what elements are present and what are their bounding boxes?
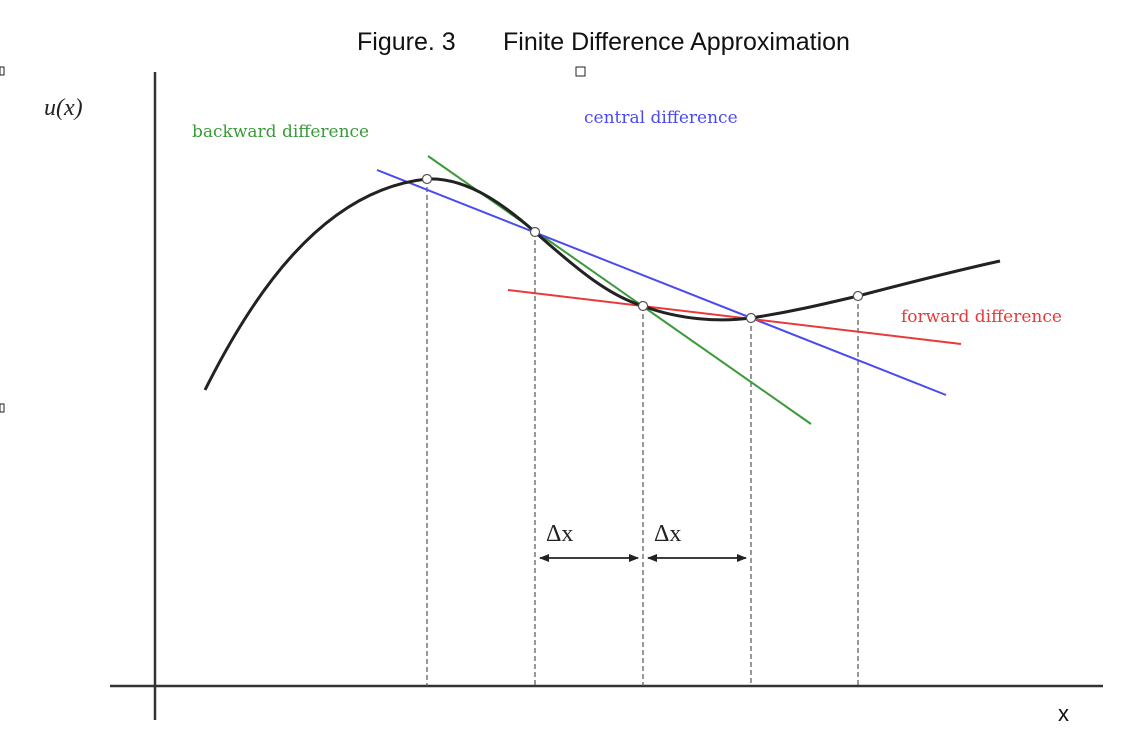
central-difference-line bbox=[376, 169, 947, 396]
marker-square-left-mid bbox=[0, 403, 5, 413]
figure-number: Figure. 3 bbox=[357, 28, 456, 56]
guide-lines bbox=[426, 179, 859, 686]
marker-square-left-top bbox=[0, 66, 5, 76]
sample-point-1 bbox=[421, 173, 433, 185]
delta-x-label-1: Δx bbox=[546, 521, 573, 547]
function-curve bbox=[203, 177, 1001, 391]
marker-square-center bbox=[575, 66, 586, 77]
forward-difference-label: forward difference bbox=[901, 307, 1062, 327]
central-difference-label: central difference bbox=[584, 108, 738, 128]
x-axis-label: x bbox=[1058, 701, 1069, 726]
sample-point-4 bbox=[745, 312, 757, 324]
sample-points bbox=[421, 173, 864, 324]
backward-difference-label: backward difference bbox=[192, 122, 369, 142]
delta-x-label-2: Δx bbox=[654, 521, 681, 547]
sample-point-2 bbox=[529, 226, 541, 238]
forward-difference-line bbox=[507, 289, 962, 345]
sample-point-5 bbox=[852, 290, 864, 302]
y-axis-label: u(x) bbox=[44, 95, 83, 121]
sample-point-3 bbox=[637, 300, 649, 312]
figure-title: Finite Difference Approximation bbox=[503, 28, 850, 56]
